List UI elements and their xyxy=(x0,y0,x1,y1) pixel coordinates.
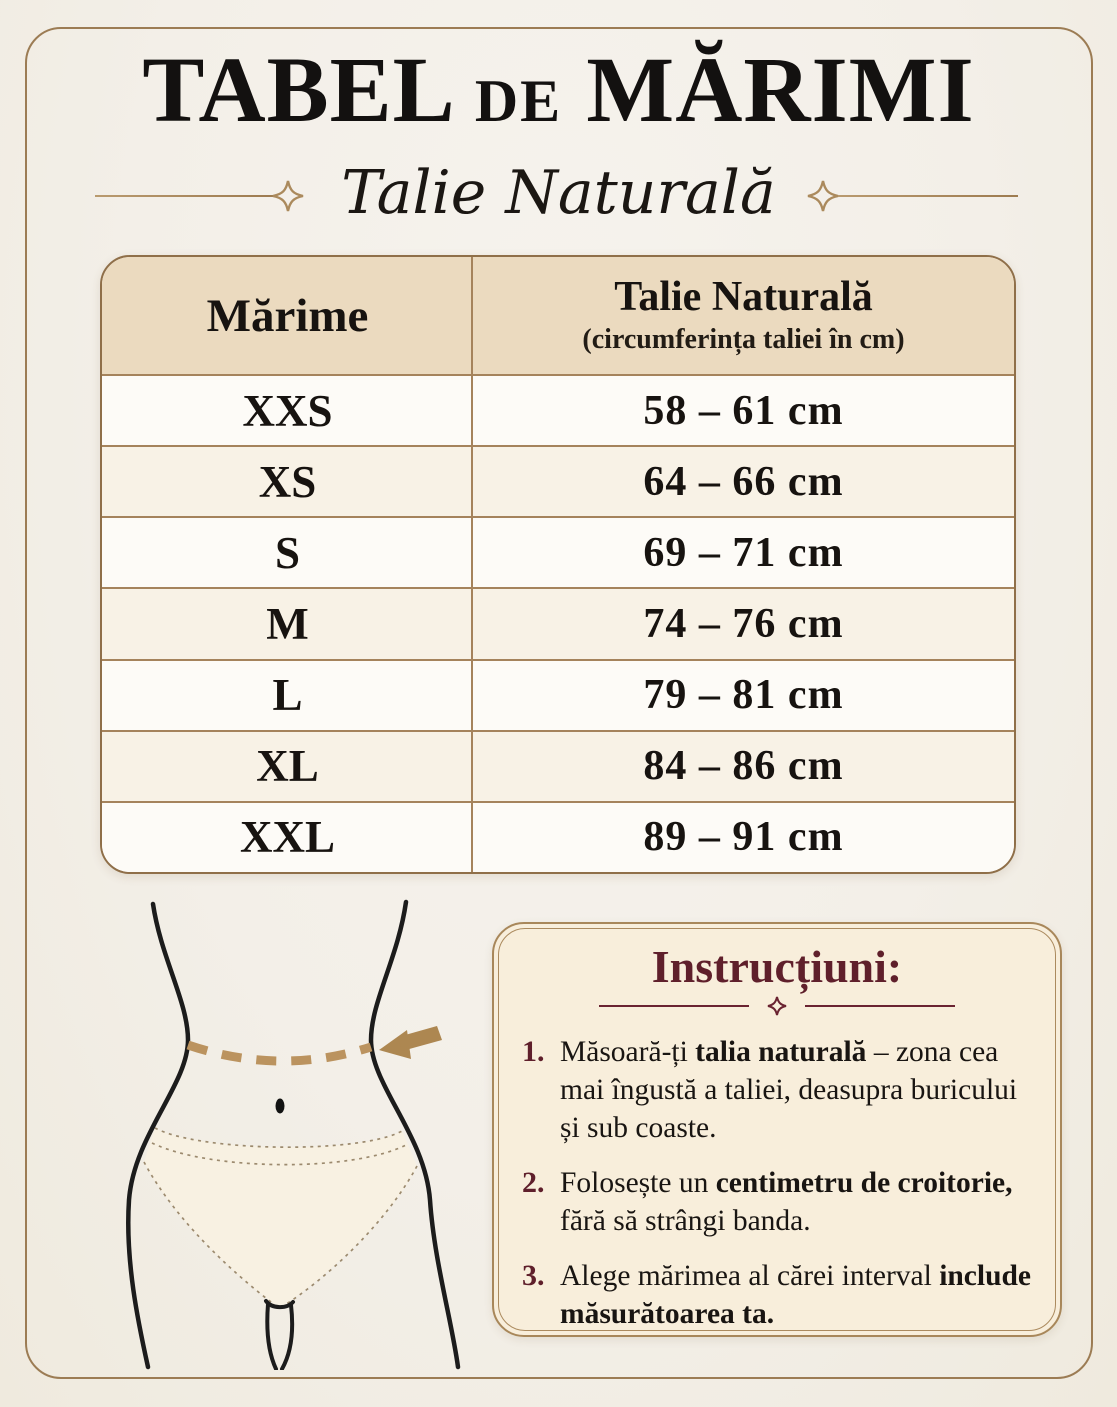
size-value: XXS xyxy=(102,376,473,445)
instruction-text-normal: – zona cea mai îngustă a taliei, deasupr… xyxy=(560,1036,1018,1144)
range-value: 58 – 61 cm xyxy=(643,387,844,434)
table-row: XXL 89 – 91 cm xyxy=(102,800,1014,872)
instructions-panel: Instrucțiuni: 1. Măsoară-ți talia natura… xyxy=(492,922,1062,1337)
flourish-line-left xyxy=(95,195,275,197)
size-value: S xyxy=(102,518,473,587)
instruction-item: 2. Folosește un centimetru de croitorie,… xyxy=(522,1164,1034,1240)
diamond-ornament-left-icon xyxy=(272,180,304,212)
instruction-text-bold: centimetru de croitorie, xyxy=(715,1167,1013,1199)
page-title-word2: DE xyxy=(474,68,563,134)
instruction-text: Folosește un centimetru de croitorie, fă… xyxy=(560,1164,1034,1240)
instructions-title: Instrucțiuni: xyxy=(651,941,903,992)
size-value: XL xyxy=(102,732,473,801)
instructions-list: 1. Măsoară-ți talia naturală – zona cea … xyxy=(494,1025,1060,1333)
waist-arrow-icon xyxy=(379,1026,442,1059)
page-title-word3: MĂRIMI xyxy=(586,39,975,142)
table-row: M 74 – 76 cm xyxy=(102,587,1014,659)
size-value: M xyxy=(102,589,473,658)
range-value: 74 – 76 cm xyxy=(643,600,844,647)
page-subtitle: Talie Naturală xyxy=(341,158,776,228)
instruction-text-bold: talia naturală xyxy=(695,1036,867,1068)
instruction-text: Măsoară-ți talia naturală – zona cea mai… xyxy=(560,1033,1034,1147)
table-row: XS 64 – 66 cm xyxy=(102,445,1014,517)
flourish-line-left xyxy=(599,1005,749,1007)
instruction-number: 3. xyxy=(522,1259,545,1292)
diamond-ornament-icon xyxy=(767,996,787,1016)
range-value: 84 – 86 cm xyxy=(643,743,844,790)
instruction-text-normal: Folosește un xyxy=(560,1167,716,1199)
header-cell-size: Mărime xyxy=(102,257,473,374)
table-header-row: Mărime Talie Naturală (circumferința tal… xyxy=(102,257,1014,374)
range-value: 64 – 66 cm xyxy=(643,458,844,505)
instruction-item: 1. Măsoară-ți talia naturală – zona cea … xyxy=(522,1033,1034,1147)
table-row: L 79 – 81 cm xyxy=(102,658,1014,730)
header-size-label: Mărime xyxy=(206,289,369,342)
flourish-line-right xyxy=(838,195,1018,197)
size-table: Mărime Talie Naturală (circumferința tal… xyxy=(100,255,1016,874)
instruction-item: 3. Alege mărimea al cărei interval inclu… xyxy=(522,1257,1034,1333)
instruction-text-normal: Măsoară-ți xyxy=(560,1036,696,1068)
range-value: 79 – 81 cm xyxy=(643,672,844,719)
size-value: L xyxy=(102,661,473,730)
navel-dot xyxy=(275,1098,285,1114)
header-waist-sublabel: (circumferința taliei în cm) xyxy=(582,323,905,355)
page-title: TABEL DE MĂRIMI xyxy=(0,44,1117,137)
waist-measurement-figure xyxy=(126,899,461,1370)
instruction-number: 2. xyxy=(522,1166,545,1199)
table-row: XL 84 – 86 cm xyxy=(102,729,1014,801)
table-row: XXS 58 – 61 cm xyxy=(102,374,1014,446)
instructions-title-flourish xyxy=(494,995,1060,1025)
flourish-line-right xyxy=(805,1005,955,1007)
diamond-ornament-right-icon xyxy=(807,180,839,212)
instruction-text-bold: include măsurătoarea ta. xyxy=(560,1260,1032,1330)
instruction-text-normal: Alege mărimea al cărei interval xyxy=(560,1260,940,1292)
range-value: 69 – 71 cm xyxy=(643,529,844,576)
instruction-number: 1. xyxy=(522,1035,545,1068)
instruction-text: Alege mărimea al cărei interval include … xyxy=(560,1257,1034,1333)
page-title-word1: TABEL xyxy=(142,39,451,142)
size-value: XS xyxy=(102,447,473,516)
table-row: S 69 – 71 cm xyxy=(102,516,1014,588)
size-value: XXL xyxy=(102,803,473,872)
header-waist-label: Talie Naturală xyxy=(614,274,873,321)
subtitle-row: Talie Naturală xyxy=(0,152,1117,252)
instruction-text-normal: fără să strângi banda. xyxy=(560,1205,811,1237)
range-value: 89 – 91 cm xyxy=(643,814,844,861)
header-cell-waist: Talie Naturală (circumferința taliei în … xyxy=(473,257,1014,374)
waist-dashed-line xyxy=(186,1040,373,1066)
